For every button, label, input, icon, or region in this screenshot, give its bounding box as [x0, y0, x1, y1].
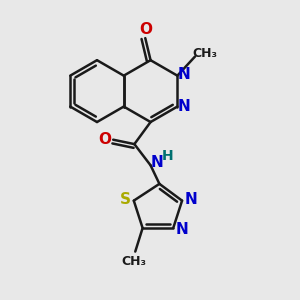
- Text: N: N: [178, 67, 190, 82]
- Text: S: S: [119, 192, 130, 207]
- Text: O: O: [139, 22, 152, 37]
- Text: H: H: [162, 149, 173, 163]
- Text: N: N: [184, 192, 197, 207]
- Text: O: O: [98, 132, 111, 147]
- Text: CH₃: CH₃: [121, 255, 146, 268]
- Text: N: N: [151, 155, 164, 170]
- Text: N: N: [178, 99, 190, 114]
- Text: CH₃: CH₃: [192, 47, 217, 60]
- Text: N: N: [176, 222, 188, 237]
